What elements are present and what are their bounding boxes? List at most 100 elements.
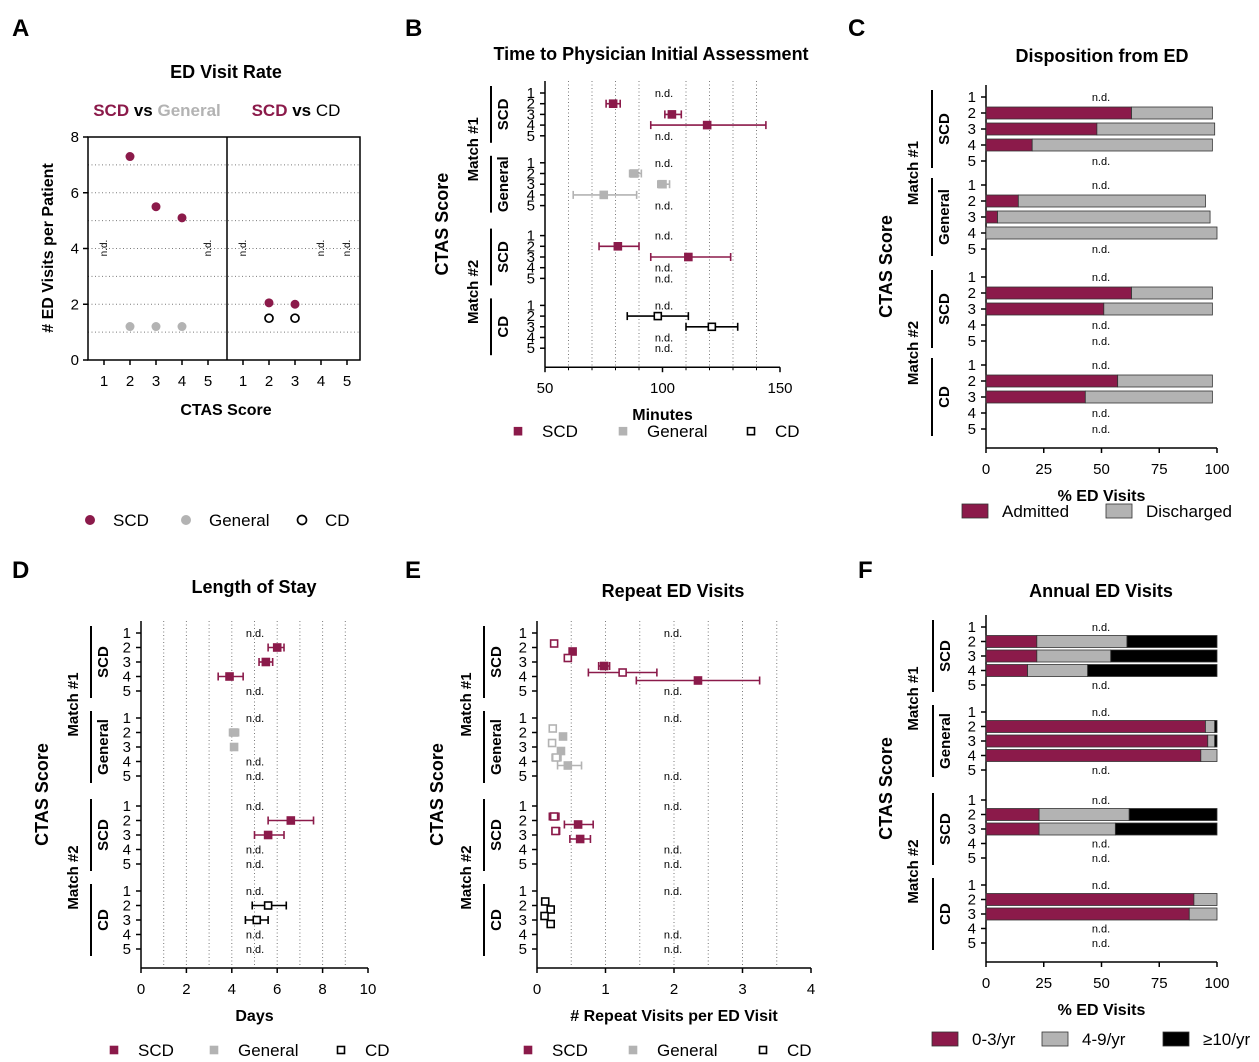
y-tick-label: 4 xyxy=(519,842,527,859)
group-label: General xyxy=(495,156,512,212)
y-tick-label: 1 xyxy=(968,619,976,636)
y-tick-label: 5 xyxy=(519,683,527,700)
match-label: Match #1 xyxy=(905,141,922,205)
match-label: Match #2 xyxy=(465,260,482,324)
group-label: CD xyxy=(95,909,112,931)
y-tick-label: 1 xyxy=(123,798,131,815)
x-axis-label: # Repeat Visits per ED Visit xyxy=(570,1008,778,1025)
nd-label: n.d. xyxy=(664,713,682,725)
y-tick-label: 3 xyxy=(123,912,131,929)
nd-label: n.d. xyxy=(664,628,682,640)
x-tick-label: 4 xyxy=(807,981,815,998)
x-tick-label: 4 xyxy=(178,373,186,390)
bar-segment-1 xyxy=(1193,893,1218,906)
y-tick-label: 3 xyxy=(527,106,535,123)
bar-segment-1 xyxy=(985,226,1218,240)
y-tick-label: 5 xyxy=(968,241,976,258)
y-tick-label: 4 xyxy=(968,663,976,680)
legend-label: Discharged xyxy=(1146,502,1232,521)
nd-label: n.d. xyxy=(664,845,682,857)
group-label: CD xyxy=(495,316,512,338)
nd-label: n.d. xyxy=(1092,272,1110,284)
legend-marker xyxy=(523,1045,533,1055)
y-tick-label: 3 xyxy=(968,121,976,138)
y-tick-label: 2 xyxy=(123,813,131,830)
bar-segment-1 xyxy=(1038,808,1130,821)
header-right: SCD vs CD xyxy=(252,101,341,120)
bar-segment-0 xyxy=(985,635,1038,648)
header-part: SCD xyxy=(252,101,288,120)
bar-segment-0 xyxy=(985,194,1019,208)
legend-marker xyxy=(296,514,308,526)
x-tick-label: 2 xyxy=(265,373,273,390)
nd-label: n.d. xyxy=(1092,707,1110,719)
point-cd xyxy=(290,313,300,324)
bar-segment-0 xyxy=(985,822,1040,836)
y-tick-label: 2 xyxy=(968,892,976,909)
y-tick-label: 1 xyxy=(527,85,535,102)
bar-segment-2 xyxy=(1110,649,1218,663)
y-tick-label: 1 xyxy=(968,877,976,894)
x-tick-label: 10 xyxy=(360,981,377,998)
group-label: SCD xyxy=(488,646,505,678)
y-tick-label: 2 xyxy=(527,166,535,183)
y-tick-label: 2 xyxy=(527,238,535,255)
point-general xyxy=(551,753,561,762)
legend-label: General xyxy=(657,1041,717,1057)
legend-label: CD xyxy=(365,1041,390,1057)
y-tick-label: 1 xyxy=(519,710,527,727)
panel-letter-c: C xyxy=(848,15,865,42)
nd-label: n.d. xyxy=(664,886,682,898)
point-scd xyxy=(551,826,560,836)
y-tick-label: 3 xyxy=(968,648,976,665)
match-label: Match #2 xyxy=(65,845,82,909)
nd-label: n.d. xyxy=(246,757,264,769)
legend-label: CD xyxy=(775,422,800,441)
bar-segment-2 xyxy=(1126,635,1218,648)
x-tick-label: 25 xyxy=(1035,461,1052,478)
x-tick-label: 150 xyxy=(767,380,792,397)
y-tick-label: 5 xyxy=(527,128,535,145)
bar-segment-0 xyxy=(985,302,1105,316)
nd-label: n.d. xyxy=(238,240,249,257)
nd-label: n.d. xyxy=(655,231,673,243)
panel-letter-d: D xyxy=(12,557,29,584)
x-tick-label: 1 xyxy=(100,373,108,390)
nd-label: n.d. xyxy=(655,201,673,213)
point-cd xyxy=(707,322,717,332)
legend-label: ≥10/yr xyxy=(1203,1030,1250,1049)
bar-segment-1 xyxy=(1117,374,1213,388)
x-tick-label: 0 xyxy=(533,981,541,998)
y-tick-label: 4 xyxy=(123,754,131,771)
nd-label: n.d. xyxy=(655,343,673,355)
header-part: SCD xyxy=(93,101,129,120)
y-tick-label: 4 xyxy=(527,117,535,134)
y-tick-label: 5 xyxy=(519,856,527,873)
legend-marker xyxy=(209,1045,219,1055)
legend-label: SCD xyxy=(113,511,149,530)
nd-label: n.d. xyxy=(99,240,110,257)
y-tick-label: 3 xyxy=(123,739,131,756)
y-tick-label: 1 xyxy=(123,883,131,900)
y-tick-label: 2 xyxy=(519,813,527,830)
y-tick-label: 4 xyxy=(968,836,976,853)
y-tick-label: 5 xyxy=(968,153,976,170)
y-tick-label: 4 xyxy=(968,137,976,154)
y-tick-label: 2 xyxy=(968,105,976,122)
header-part: vs xyxy=(129,101,153,120)
bar-segment-0 xyxy=(985,122,1098,136)
nd-label: n.d. xyxy=(1092,924,1110,936)
bar-segment-1 xyxy=(1038,822,1116,836)
legend-marker xyxy=(109,1045,119,1055)
x-axis-label: Minutes xyxy=(632,407,693,424)
group-label: General xyxy=(937,713,954,769)
bar-segment-0 xyxy=(985,734,1209,748)
group-label: SCD xyxy=(495,98,512,130)
x-tick-label: 5 xyxy=(204,373,212,390)
legend-swatch xyxy=(931,1031,959,1047)
point-scd xyxy=(563,653,573,663)
point-general xyxy=(629,169,639,178)
point-scd xyxy=(608,99,618,108)
legend-marker xyxy=(746,426,756,436)
point-general xyxy=(658,179,667,189)
